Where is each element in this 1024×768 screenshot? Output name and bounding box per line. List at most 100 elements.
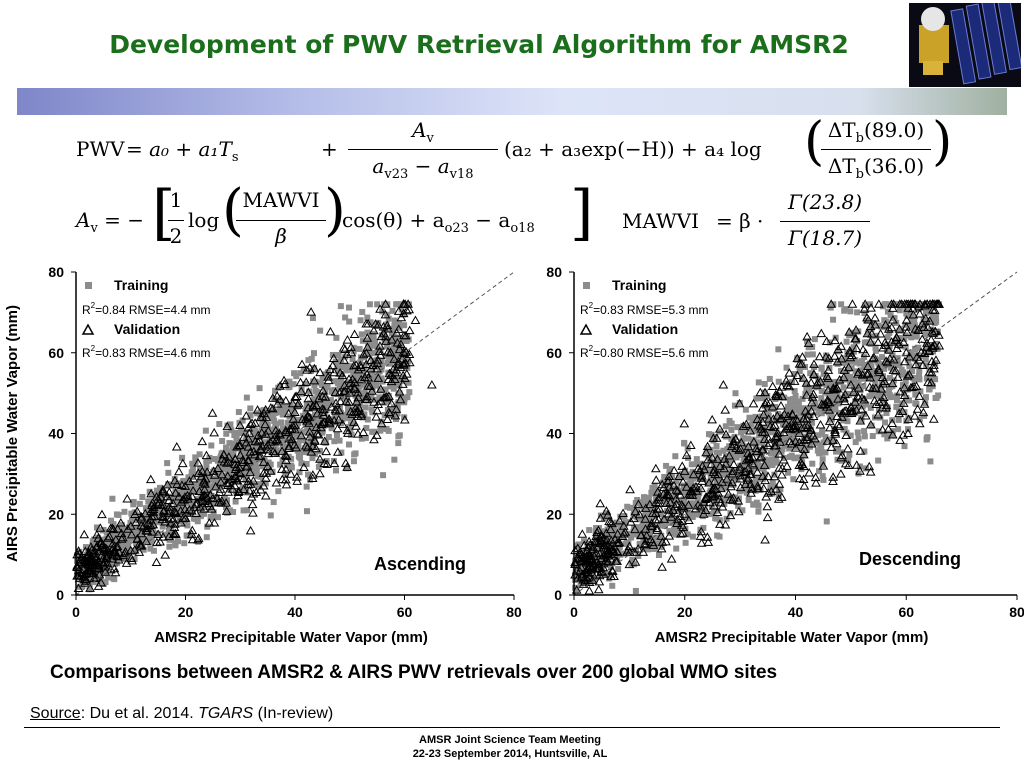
validation-point bbox=[324, 414, 335, 424]
validation-point bbox=[317, 404, 328, 413]
validation-point bbox=[108, 524, 119, 534]
training-point bbox=[290, 381, 297, 388]
training-point bbox=[693, 456, 700, 463]
validation-point bbox=[303, 402, 314, 412]
training-point bbox=[704, 480, 711, 487]
validation-point bbox=[851, 333, 861, 343]
x-tick-label: 60 bbox=[898, 604, 914, 620]
training-point bbox=[358, 331, 365, 338]
validation-point bbox=[809, 359, 819, 368]
training-point bbox=[767, 484, 774, 491]
training-point bbox=[334, 361, 341, 368]
validation-point bbox=[345, 378, 356, 387]
validation-point bbox=[148, 502, 159, 511]
legend-validation-stats: R2=0.83 RMSE=4.6 mm bbox=[82, 344, 211, 360]
plus-sign: + bbox=[321, 137, 338, 161]
validation-point bbox=[370, 319, 381, 328]
validation-point bbox=[625, 517, 636, 526]
validation-point bbox=[695, 501, 706, 511]
validation-point bbox=[275, 429, 285, 439]
fraction-bar bbox=[348, 149, 498, 150]
validation-point bbox=[393, 324, 404, 333]
validation-point bbox=[325, 364, 335, 374]
training-point bbox=[130, 498, 137, 505]
validation-point bbox=[860, 348, 871, 357]
validation-point bbox=[699, 464, 710, 474]
training-point bbox=[736, 400, 743, 407]
training-point bbox=[262, 426, 269, 433]
training-point bbox=[303, 483, 310, 490]
validation-point bbox=[850, 397, 861, 406]
training-point bbox=[230, 440, 237, 447]
training-point bbox=[889, 352, 896, 359]
training-point bbox=[815, 432, 822, 439]
validation-point bbox=[803, 338, 814, 347]
validation-point bbox=[592, 527, 602, 537]
validation-point bbox=[329, 415, 340, 425]
validation-point bbox=[870, 383, 881, 392]
training-point bbox=[745, 465, 752, 472]
training-point bbox=[577, 566, 584, 573]
training-point bbox=[307, 427, 314, 434]
validation-point bbox=[712, 507, 723, 517]
validation-point bbox=[210, 481, 221, 491]
training-point bbox=[658, 532, 665, 539]
half-num: 1 bbox=[169, 188, 183, 212]
training-point bbox=[726, 417, 733, 424]
validation-point bbox=[592, 542, 603, 552]
validation-point bbox=[808, 389, 819, 398]
validation-point bbox=[398, 358, 409, 368]
training-point bbox=[878, 380, 885, 387]
validation-point bbox=[162, 479, 173, 489]
validation-point bbox=[656, 543, 667, 553]
validation-point bbox=[151, 557, 162, 566]
training-point bbox=[673, 478, 680, 485]
training-point bbox=[812, 400, 819, 407]
training-point bbox=[843, 369, 850, 376]
validation-point bbox=[126, 529, 137, 539]
validation-point bbox=[394, 387, 405, 396]
training-point bbox=[312, 425, 319, 432]
training-point bbox=[393, 335, 400, 342]
validation-point bbox=[232, 442, 242, 451]
validation-point bbox=[878, 342, 888, 352]
training-point bbox=[362, 434, 369, 441]
validation-point bbox=[292, 476, 303, 485]
validation-point bbox=[726, 441, 737, 451]
validation-point bbox=[356, 411, 367, 420]
validation-point bbox=[844, 345, 855, 355]
validation-point bbox=[934, 330, 944, 339]
training-point bbox=[840, 384, 847, 391]
training-point bbox=[657, 510, 664, 517]
validation-point bbox=[193, 535, 203, 544]
training-point bbox=[777, 486, 784, 493]
validation-point bbox=[823, 397, 833, 406]
training-point bbox=[342, 353, 349, 360]
training-point bbox=[342, 314, 349, 321]
training-point bbox=[323, 406, 330, 413]
training-point bbox=[906, 363, 913, 370]
training-point bbox=[923, 362, 930, 369]
panel-label: Descending bbox=[859, 549, 961, 569]
training-point bbox=[861, 310, 868, 317]
training-point bbox=[302, 381, 309, 388]
training-point bbox=[812, 373, 819, 380]
validation-point bbox=[767, 381, 778, 390]
validation-point bbox=[928, 305, 938, 314]
training-point bbox=[259, 463, 266, 470]
training-point bbox=[704, 445, 711, 452]
training-point bbox=[801, 410, 808, 417]
validation-point bbox=[708, 433, 719, 442]
validation-point bbox=[346, 342, 356, 351]
training-point bbox=[297, 370, 304, 377]
training-point bbox=[903, 307, 910, 314]
validation-point bbox=[695, 531, 706, 540]
training-point bbox=[388, 326, 395, 333]
validation-point bbox=[770, 389, 781, 399]
training-point bbox=[381, 301, 388, 308]
validation-point bbox=[318, 417, 328, 427]
training-point bbox=[338, 374, 345, 381]
training-point bbox=[278, 419, 285, 426]
validation-point bbox=[677, 461, 688, 470]
validation-point bbox=[600, 550, 611, 560]
